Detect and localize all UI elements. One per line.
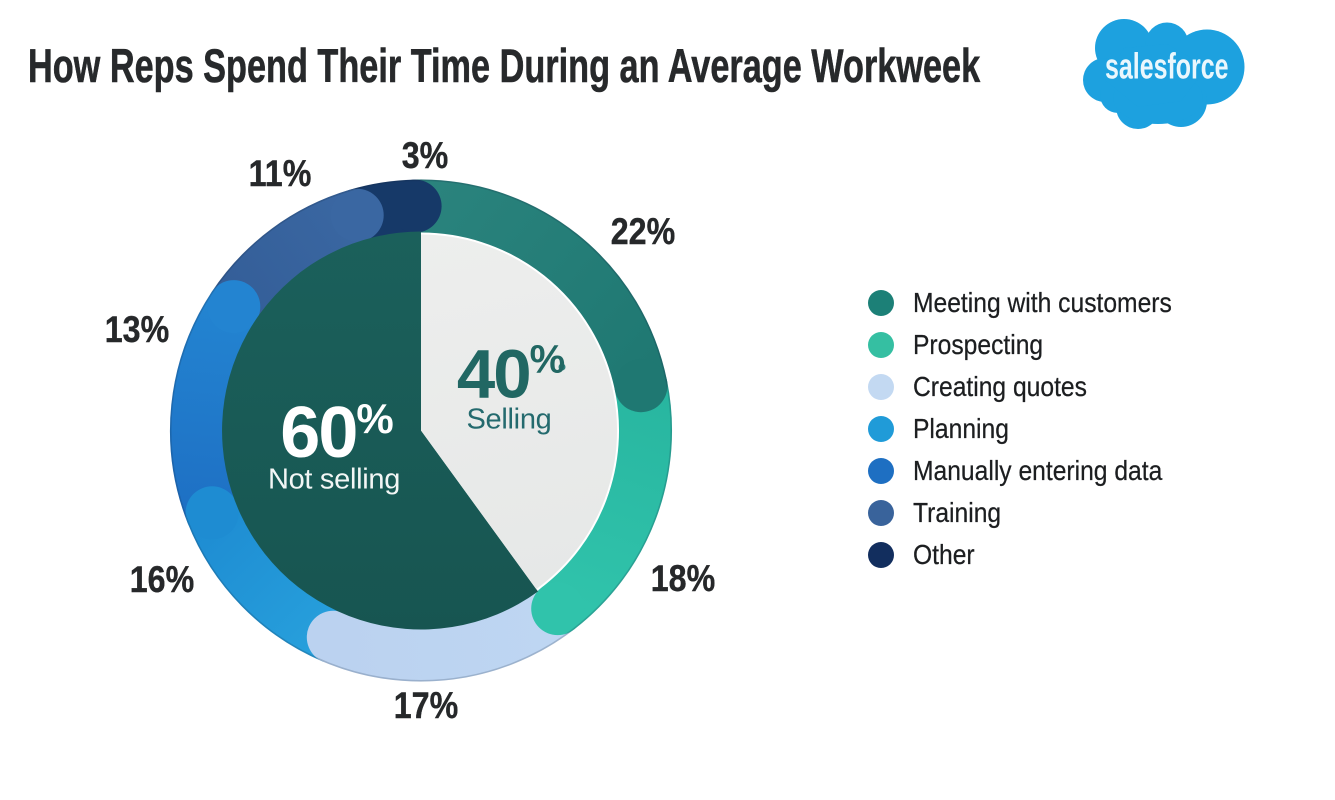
svg-text:salesforce: salesforce (1105, 46, 1229, 87)
